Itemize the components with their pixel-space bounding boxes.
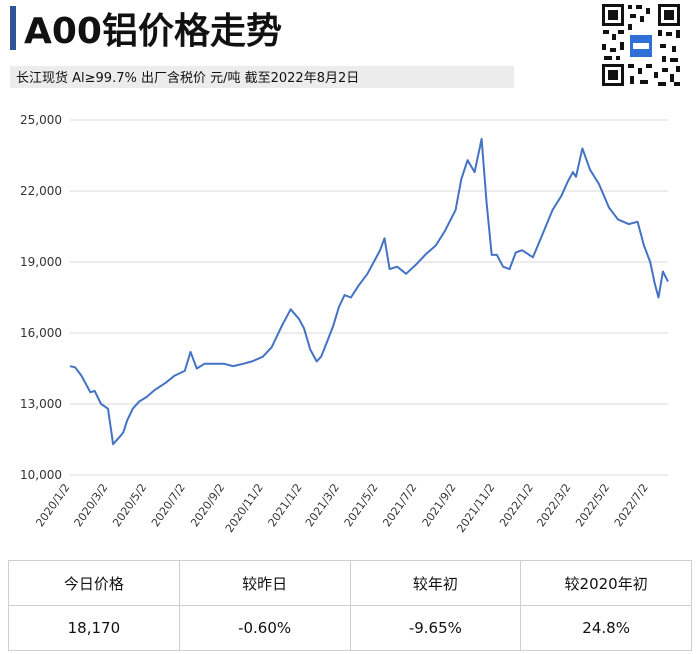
x-tick-label: 2022/1/2: [497, 481, 536, 529]
page-title: A00铝价格走势: [24, 11, 282, 52]
header-vs-year-start: 较年初: [349, 560, 522, 606]
value-vs-2020-start: 24.8%: [520, 605, 692, 651]
x-tick-label: 2022/5/2: [573, 481, 612, 529]
summary-value-row: 18,170 -0.60% -9.65% 24.8%: [8, 605, 692, 651]
header-vs-2020-start: 较2020年初: [520, 560, 692, 606]
y-tick-label: 19,000: [20, 255, 62, 269]
x-tick-label: 2020/9/2: [188, 481, 227, 529]
y-tick-label: 13,000: [20, 397, 62, 411]
x-tick-label: 2021/9/2: [420, 481, 459, 529]
series-group: [69, 137, 669, 446]
y-axis-tick-labels: 10,000 13,000 16,000 19,000 22,000 25,000: [20, 113, 62, 482]
y-tick-label: 22,000: [20, 184, 62, 198]
x-axis-tick-labels: 2020/1/2 2020/3/2 2020/5/2 2020/7/2 2020/9/2…: [33, 481, 650, 535]
x-tick-label: 2021/11/2: [454, 481, 497, 535]
summary-header-row: 今日价格 较昨日 较年初 较2020年初: [8, 560, 692, 606]
x-tick-label: 2020/1/2: [33, 481, 72, 529]
x-tick-label: 2020/11/2: [223, 481, 266, 535]
x-tick-label: 2022/7/2: [612, 481, 651, 529]
page-subtitle: 长江现货 Al≥99.7% 出厂含税价 元/吨 截至2022年8月2日: [16, 71, 360, 86]
x-tick-label: 2020/5/2: [110, 481, 149, 529]
y-tick-label: 25,000: [20, 113, 62, 127]
x-tick-label: 2022/3/2: [534, 481, 573, 529]
subtitle-background: [10, 66, 514, 88]
gridlines: [70, 119, 668, 476]
x-tick-label: 2021/7/2: [380, 481, 419, 529]
price-line-chart: 10,000 13,000 16,000 19,000 22,000 25,000 202…: [20, 113, 669, 535]
x-tick-label: 2020/3/2: [72, 481, 111, 529]
qr-code-icon: [600, 2, 682, 88]
value-today-price: 18,170: [8, 605, 180, 651]
x-tick-label: 2021/3/2: [303, 481, 342, 529]
y-tick-label: 16,000: [20, 326, 62, 340]
value-vs-yesterday: -0.60%: [178, 605, 351, 651]
x-tick-label: 2020/7/2: [149, 481, 188, 529]
price-summary-table: 今日价格 较昨日 较年初 较2020年初 18,170 -0.60% -9.65…: [8, 560, 692, 651]
title-accent-bar: [10, 6, 16, 50]
value-vs-year-start: -9.65%: [349, 605, 522, 651]
x-tick-label: 2021/5/2: [342, 481, 381, 529]
series-line: [69, 137, 669, 446]
x-tick-label: 2021/1/2: [266, 481, 305, 529]
y-tick-label: 10,000: [20, 468, 62, 482]
header-today-price: 今日价格: [8, 560, 180, 606]
header-vs-yesterday: 较昨日: [178, 560, 351, 606]
